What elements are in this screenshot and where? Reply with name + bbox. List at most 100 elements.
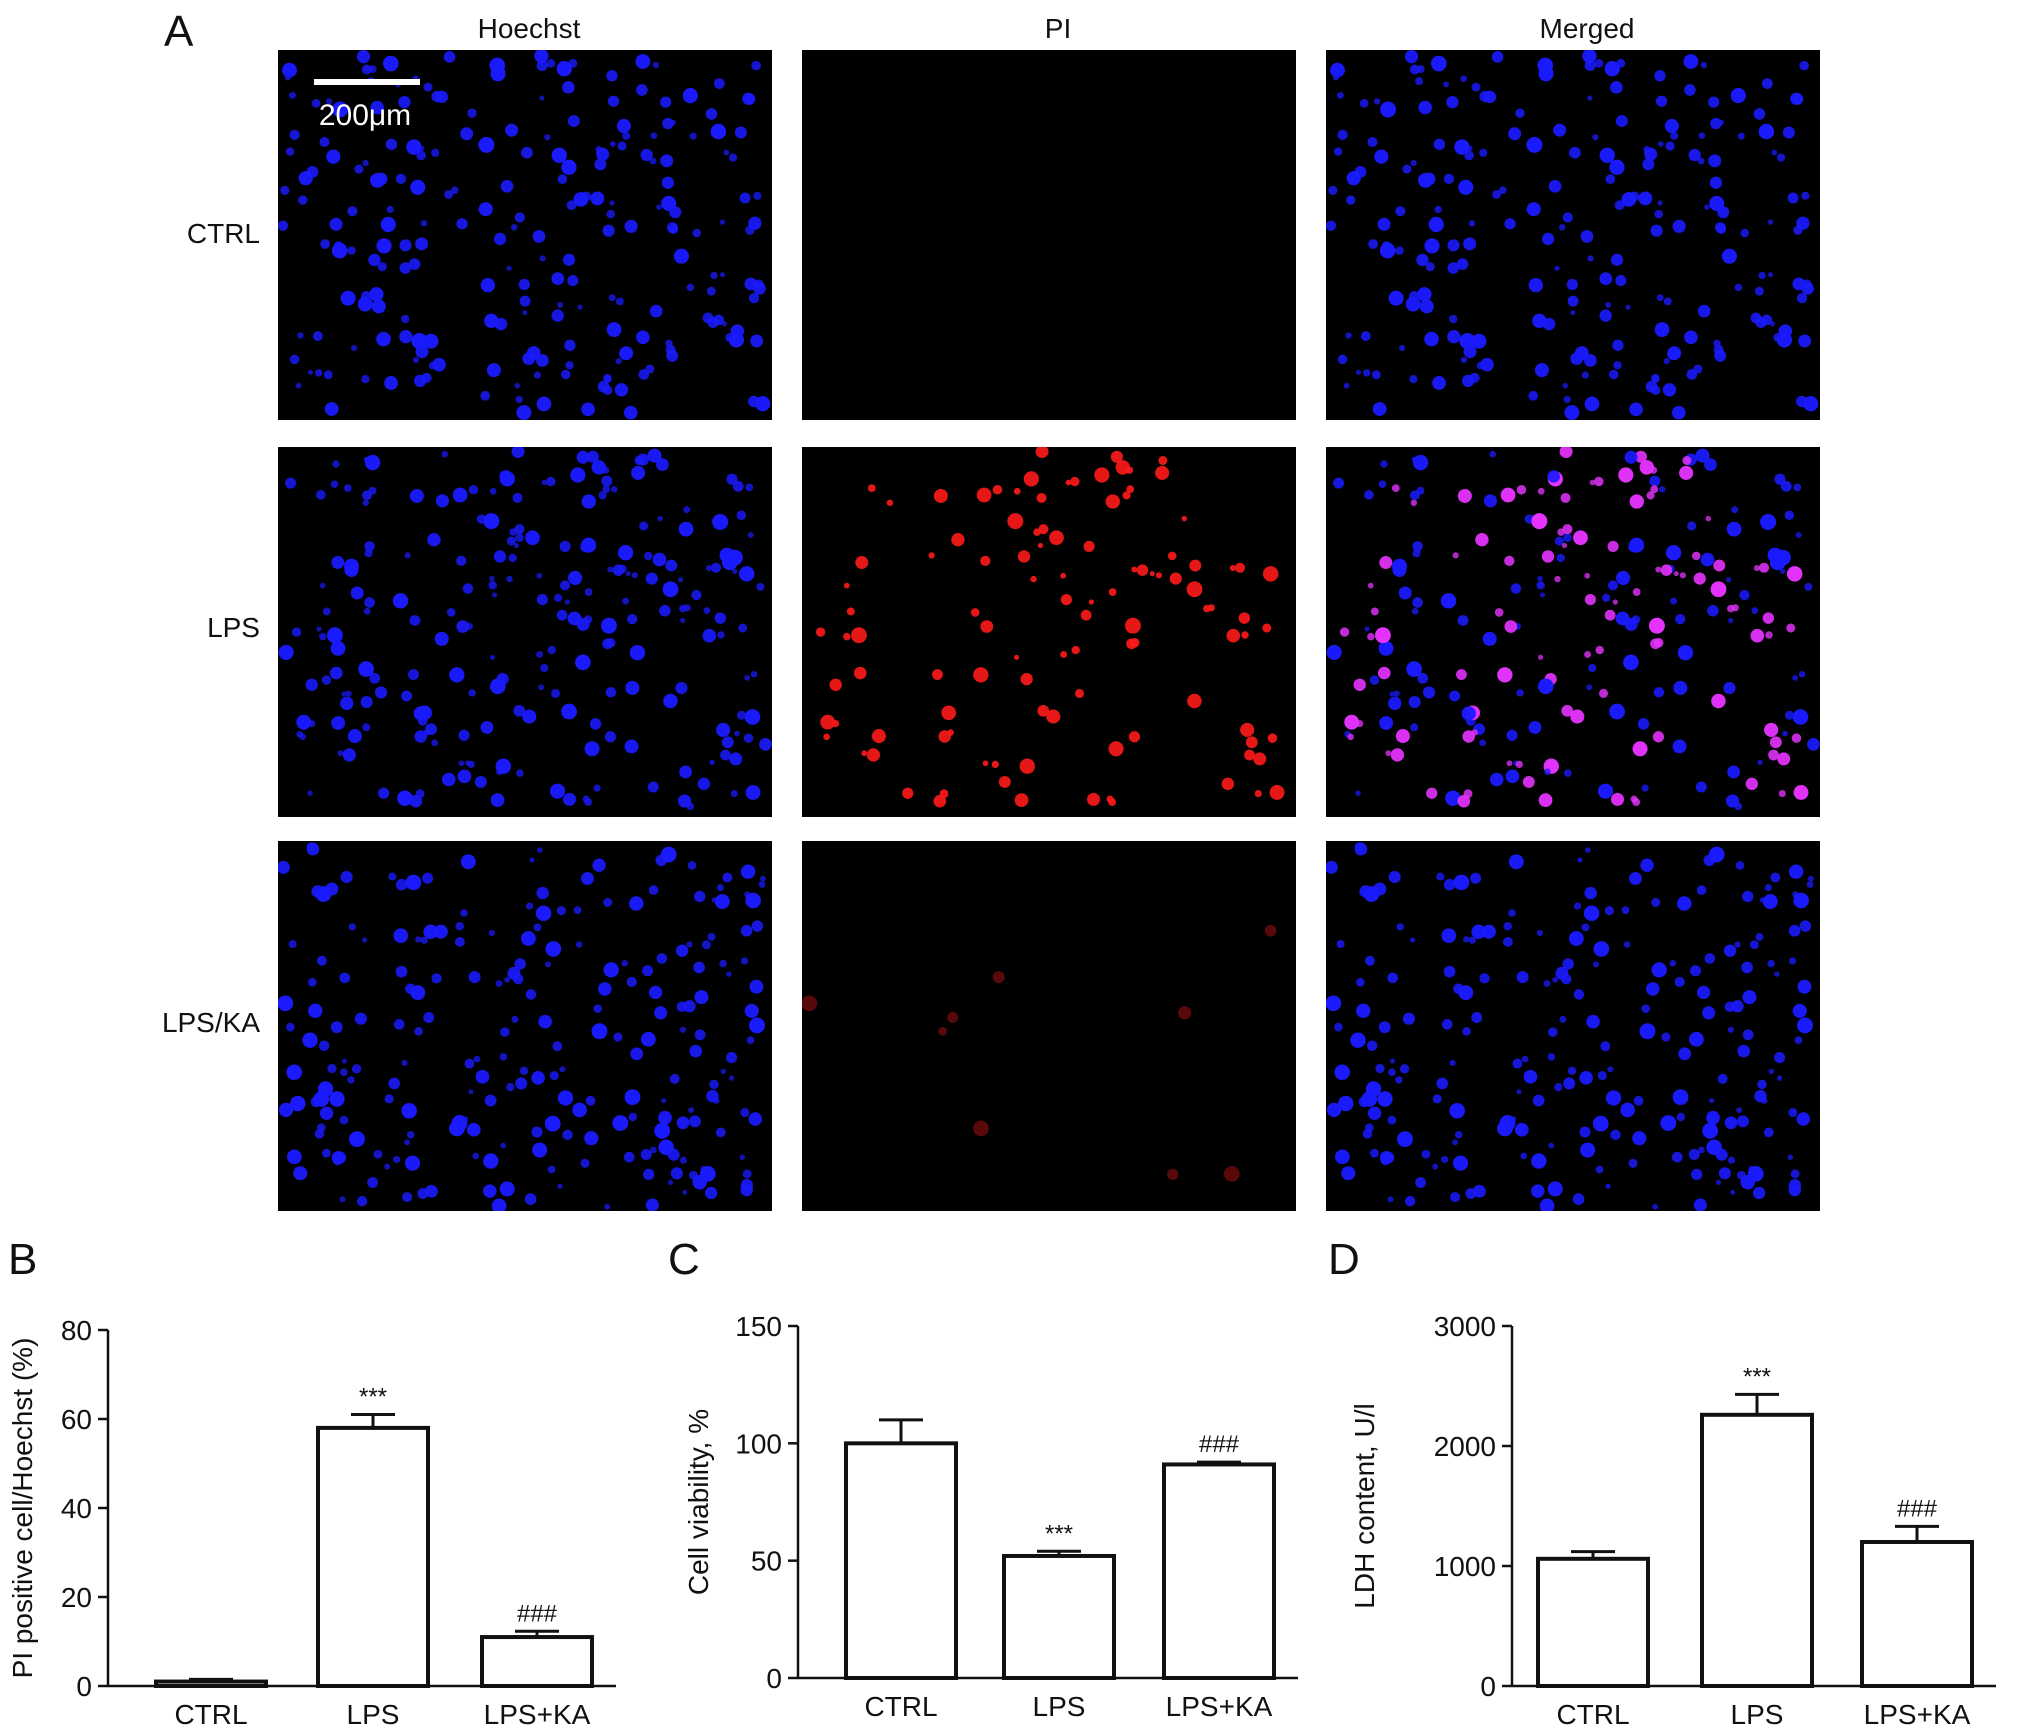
nucleus-dot	[536, 651, 544, 658]
nucleus-dot	[454, 936, 465, 947]
merged-dot	[1632, 741, 1648, 757]
micrograph-background	[278, 841, 772, 1211]
pi-dot	[1013, 654, 1020, 660]
merged-dot	[1782, 730, 1788, 737]
nucleus-dot	[655, 854, 668, 867]
nucleus-dot	[441, 772, 456, 787]
merged-dot	[1563, 533, 1572, 542]
merged-dot	[1512, 1058, 1523, 1069]
pi-dot	[1106, 795, 1114, 803]
nucleus-dot	[514, 958, 526, 970]
nucleus-dot	[531, 1126, 543, 1138]
pi-dot	[1245, 736, 1258, 749]
nucleus-dot	[732, 480, 744, 492]
x-tick-label: CTRL	[864, 1691, 937, 1722]
nucleus-dot	[489, 654, 496, 660]
merged-dot	[1767, 959, 1775, 968]
merged-dot	[1653, 687, 1665, 698]
significance-label: ***	[1045, 1520, 1073, 1547]
merged-dot	[1630, 795, 1638, 803]
merged-dot	[1669, 960, 1677, 967]
nucleus-dot	[431, 148, 440, 157]
merged-dot	[1678, 1047, 1692, 1061]
merged-dot	[1443, 81, 1450, 88]
nucleus-dot	[474, 775, 487, 788]
merged-dot	[1395, 246, 1404, 255]
merged-dot	[1723, 944, 1737, 957]
merged-dot	[1727, 1026, 1735, 1033]
pi-dot	[1037, 704, 1050, 717]
merged-dot	[1792, 277, 1806, 291]
merged-dot	[1344, 714, 1360, 730]
nucleus-dot	[751, 60, 761, 71]
nucleus-dot	[368, 486, 377, 495]
nucleus-dot	[404, 1139, 411, 1146]
nucleus-dot	[514, 382, 521, 389]
nucleus-dot	[605, 687, 617, 698]
nucleus-dot	[472, 1152, 480, 1160]
nucleus-dot	[686, 283, 695, 292]
nucleus-dot	[568, 58, 578, 68]
nucleus-dot	[456, 555, 467, 567]
merged-dot	[1346, 171, 1361, 186]
nucleus-dot	[703, 607, 711, 614]
nucleus-dot	[506, 536, 516, 546]
merged-dot	[1458, 179, 1474, 195]
nucleus-dot	[329, 217, 343, 231]
merged-dot	[1644, 147, 1658, 161]
merged-dot	[1447, 262, 1460, 274]
y-tick-label: 40	[61, 1493, 92, 1524]
merged-dot	[1605, 174, 1616, 185]
nucleus-dot	[594, 158, 607, 171]
merged-dot	[1369, 1148, 1379, 1158]
nucleus-dot	[499, 1053, 508, 1061]
merged-dot	[1629, 191, 1640, 202]
panel-a: A Hoechst PI Merged CTRL LPS LPS/KA 200μ…	[162, 7, 1820, 1211]
merged-dot	[1337, 354, 1348, 365]
merged-dot	[1620, 1102, 1635, 1118]
merged-dot	[1379, 716, 1394, 730]
nucleus-dot	[640, 148, 653, 162]
nucleus-dot	[313, 1091, 330, 1107]
pi-dot	[951, 533, 965, 547]
merged-dot	[1522, 775, 1535, 788]
merged-dot	[1468, 936, 1476, 944]
merged-dot	[1676, 896, 1692, 911]
bar-ctrl	[154, 1679, 268, 1689]
nucleus-dot	[596, 147, 610, 161]
merged-dot	[1639, 460, 1655, 475]
nucleus-dot	[728, 1075, 735, 1081]
merged-dot	[1516, 689, 1524, 697]
y-tick-label: 0	[1480, 1671, 1496, 1702]
merged-dot	[1387, 1115, 1397, 1125]
pi-dot	[1130, 638, 1140, 648]
merged-dot	[1709, 176, 1723, 189]
nucleus-dot	[464, 1058, 475, 1069]
merged-dot	[1514, 1122, 1529, 1137]
merged-dot	[1441, 1019, 1453, 1030]
nucleus-dot	[606, 209, 615, 219]
nucleus-dot	[441, 450, 448, 458]
merged-dot	[1654, 638, 1664, 648]
merged-dot	[1567, 1066, 1577, 1075]
merged-dot	[1605, 1090, 1622, 1106]
merged-dot	[1615, 611, 1630, 626]
merged-dot	[1797, 979, 1812, 994]
nucleus-dot	[480, 721, 494, 734]
nucleus-dot	[490, 793, 505, 807]
nucleus-dot	[691, 589, 702, 601]
nucleus-dot	[494, 317, 508, 331]
pi-dot	[1186, 581, 1203, 598]
pi-dot	[1181, 515, 1188, 522]
pi-dot	[1080, 609, 1092, 621]
nucleus-dot	[546, 476, 556, 487]
nucleus-dot	[630, 1047, 644, 1061]
merged-dot	[1787, 192, 1799, 204]
pi-dot	[1221, 777, 1235, 791]
nucleus-dot	[556, 906, 566, 916]
nucleus-dot	[544, 1115, 561, 1132]
pi-dot	[976, 487, 992, 503]
nucleus-dot	[600, 617, 617, 634]
merged-dot	[1597, 783, 1614, 799]
pi-dot	[1065, 479, 1072, 486]
